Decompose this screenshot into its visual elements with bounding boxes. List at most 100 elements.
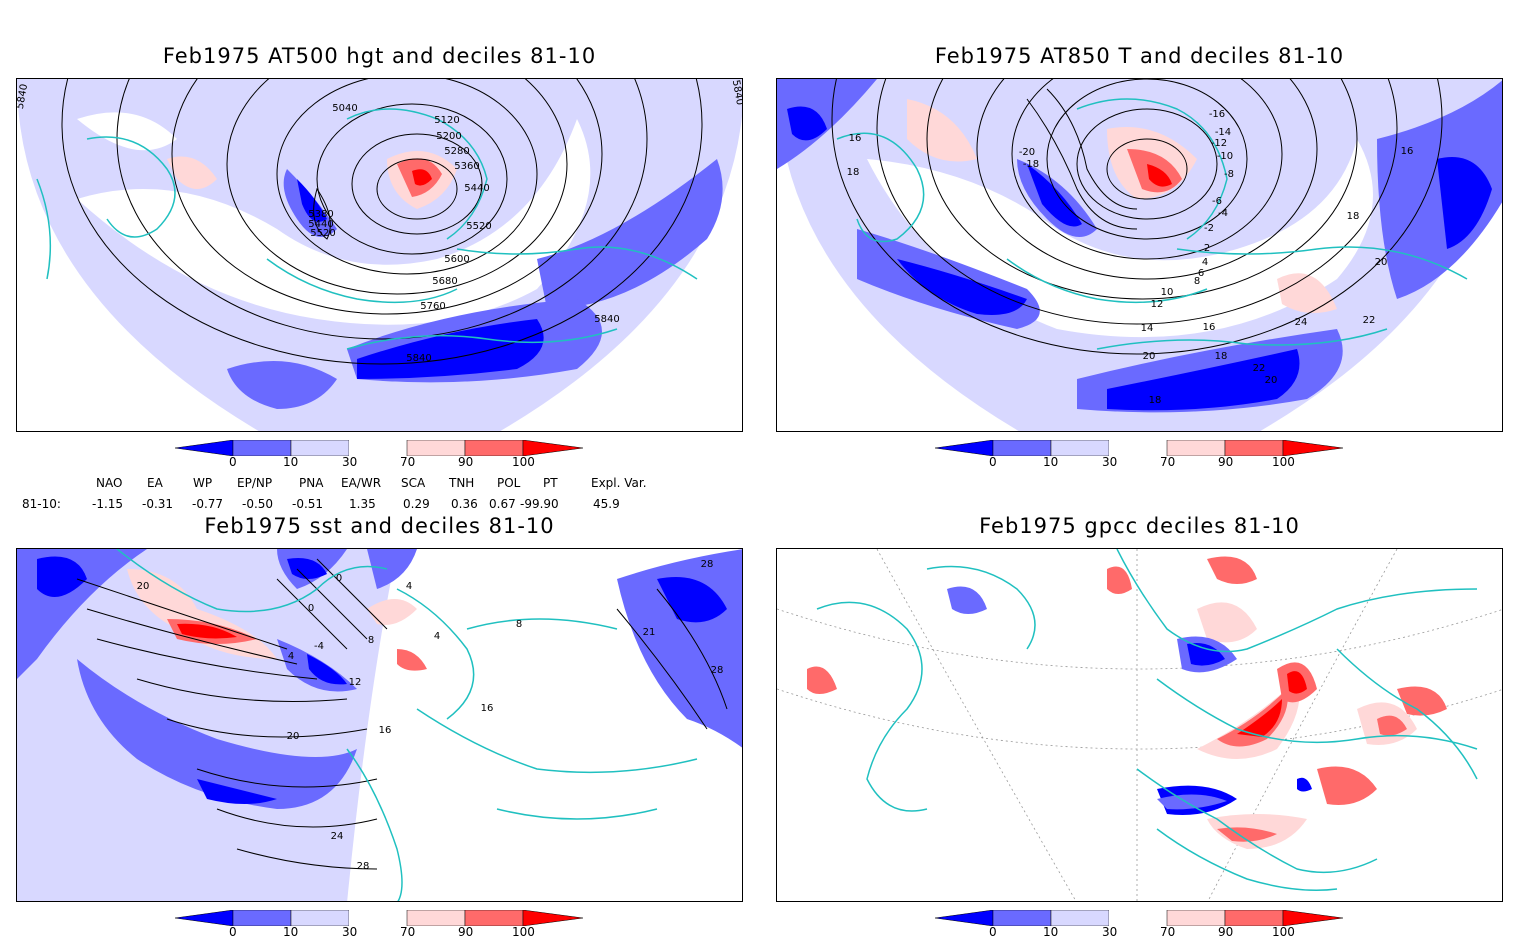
colorbar-2-tick: 30 [1102,455,1118,469]
z500-label: 5360 [454,161,479,172]
t850-label: 22 [1253,363,1266,374]
colorbar-3-tick: 100 [512,925,535,939]
colorbar-2: 0 10 30 70 90 100 [934,439,1345,470]
t850-label: -16 [1209,109,1225,120]
colorbar-4-tick: 70 [1160,925,1176,939]
t850-label: 18 [1215,351,1228,362]
colorbar-3-tick: 0 [229,925,237,939]
index-row-label: 81-10: [22,497,61,511]
map-panel-t850: -20 -18 -16 -14 -12 -10 -8 -6 -4 -2 2 4 … [776,78,1503,432]
z500-label: 5520 [466,221,491,232]
sst-label: 8 [368,635,374,646]
sst-label: 12 [349,677,362,688]
index-value-sca: 0.29 [403,497,430,511]
index-value-pt: -99.90 [520,497,559,511]
sst-label: 24 [331,831,344,842]
sst-label: 4 [434,631,440,642]
z500-label: 5760 [420,301,445,312]
t850-label: 16 [1401,146,1414,157]
t850-label: 18 [1347,211,1360,222]
colorbar-1: 0 10 30 70 90 100 [174,439,585,470]
colorbar-3-tick: 30 [342,925,358,939]
sst-label: 28 [357,861,370,872]
colorbar-4-tick: 30 [1102,925,1118,939]
panel1-title: Feb1975 AT500 hgt and deciles 81-10 [162,44,597,68]
t850-label: 20 [1143,351,1156,362]
index-header-wp: WP [193,476,213,490]
colorbar-2-tick: 100 [1272,455,1295,469]
colorbar-1-tick: 100 [512,455,535,469]
colorbar-3: 0 10 30 70 90 100 [174,909,585,940]
t850-label: 6 [1198,268,1204,279]
z500-label: 5380 [308,209,333,220]
t850-label: -6 [1212,196,1222,207]
sst-label: 0 [336,573,342,584]
sst-label: 4 [288,651,294,662]
index-header-nao: NAO [96,476,123,490]
t850-label: -4 [1218,208,1228,219]
index-header-sca: SCA [401,476,426,490]
map-panel-gpcc [776,548,1503,902]
z500-label: 5600 [444,254,469,265]
colorbar-1-tick: 70 [400,455,416,469]
colorbar-2-tick: 10 [1043,455,1059,469]
colorbar-4-tick: 100 [1272,925,1295,939]
index-header-pt: PT [543,476,558,490]
t850-label: 18 [847,167,860,178]
colorbar-4-tick: 10 [1043,925,1059,939]
t850-label: 12 [1151,299,1164,310]
z500-label: 5200 [436,131,461,142]
t850-label: -14 [1215,127,1231,138]
t850-label: 16 [1203,322,1216,333]
index-value-pna: -0.51 [292,497,324,511]
z500-label: 5680 [432,276,457,287]
t850-label: 18 [1149,395,1162,406]
t850-label: 14 [1141,323,1154,334]
index-header-ea: EA [147,476,163,490]
sst-label: 4 [406,581,412,592]
colorbar-2-graphic [934,439,1344,457]
index-header-explvar: Expl. Var. [591,476,647,490]
colorbar-2-tick: 70 [1160,455,1176,469]
index-value-wp: -0.77 [192,497,224,511]
t850-label: 10 [1161,287,1174,298]
panel4-title: Feb1975 gpcc deciles 81-10 [979,514,1300,538]
t850-label: -2 [1204,223,1214,234]
colorbar-1-tick: 90 [458,455,474,469]
z500-label: 5840 [406,353,431,364]
colorbar-4-graphic [934,909,1344,927]
t850-label: 20 [1375,257,1388,268]
t850-label: 16 [849,133,862,144]
sst-label: 21 [643,627,656,638]
index-value-eawr: 1.35 [349,497,376,511]
map-t850-graphic: -20 -18 -16 -14 -12 -10 -8 -6 -4 -2 2 4 … [777,79,1502,431]
index-value-nao: -1.15 [92,497,124,511]
z500-label: 5840 [17,83,30,110]
index-value-ea: -0.31 [142,497,174,511]
z500-label: 5440 [464,183,489,194]
z500-label: 5440 [308,219,333,230]
sst-label: 16 [481,703,494,714]
map-panel-sst: 0 -4 4 8 12 16 20 24 28 20 0 4 16 8 4 28… [16,548,743,902]
index-value-tnh: 0.36 [451,497,478,511]
panel3-title: Feb1975 sst and deciles 81-10 [204,514,555,538]
t850-label: 22 [1363,315,1376,326]
t850-label: 24 [1295,317,1308,328]
z500-label: 5520 [310,228,335,239]
t850-label: 20 [1265,375,1278,386]
colorbar-2-tick: 0 [989,455,997,469]
map-gpcc-graphic [777,549,1502,901]
index-value-explvar: 45.9 [593,497,620,511]
colorbar-3-tick: 90 [458,925,474,939]
sst-label: 16 [379,725,392,736]
t850-label: -10 [1217,151,1233,162]
sst-label: 28 [711,665,724,676]
colorbar-4: 0 10 30 70 90 100 [934,909,1345,940]
z500-label: 5120 [434,115,459,126]
index-value-epnp: -0.50 [242,497,274,511]
index-value-pol: 0.67 [489,497,516,511]
colorbar-1-graphic [174,439,584,457]
t850-label: -8 [1224,169,1234,180]
map-sst-graphic: 0 -4 4 8 12 16 20 24 28 20 0 4 16 8 4 28… [17,549,742,901]
index-header-tnh: TNH [449,476,475,490]
